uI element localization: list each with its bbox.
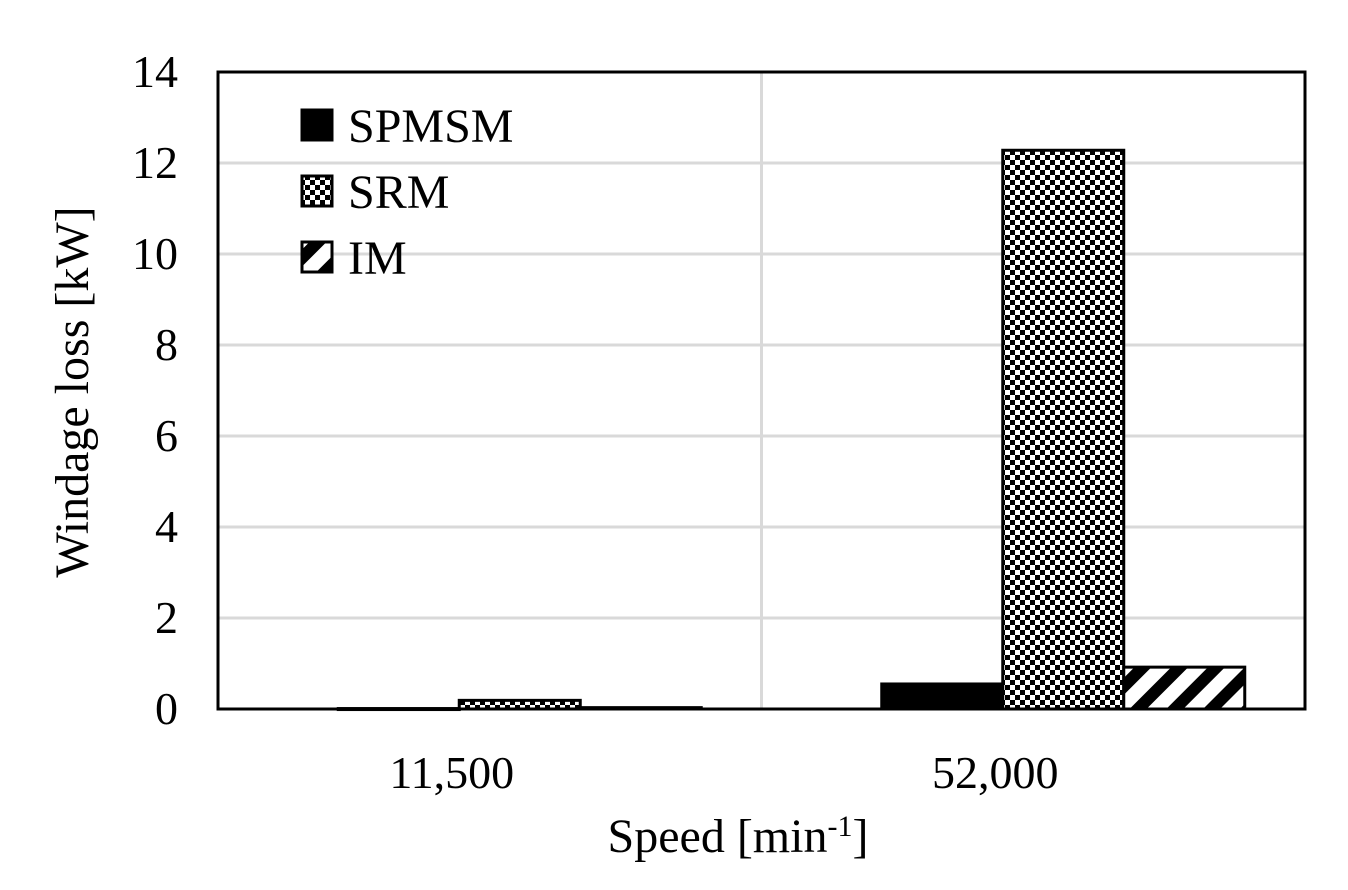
x-axis-title-superscript: -1: [827, 810, 852, 843]
x-axis-title-main: Speed [min: [608, 810, 828, 863]
x-tick-label: 52,000: [932, 747, 1059, 798]
y-tick-label: 6: [155, 410, 178, 461]
y-tick-labels: 0 2 4 6 8 10 12 14: [132, 46, 178, 734]
y-tick-label: 4: [155, 501, 178, 552]
legend-swatch-spmsm: [300, 108, 334, 142]
legend-swatch-im: [300, 240, 334, 274]
x-axis-title-suffix: ]: [852, 810, 868, 863]
y-axis-title: Windage loss [kW]: [46, 206, 99, 577]
legend-label-im: IM: [348, 232, 407, 285]
legend: SPMSM SRM IM: [300, 100, 513, 285]
grid-lines: [218, 72, 1305, 709]
bar-spmsm-1: [880, 682, 1005, 711]
y-tick-label: 2: [155, 592, 178, 643]
y-tick-label: 14: [132, 46, 178, 97]
plot-frame: [216, 70, 1307, 711]
x-tick-label: 11,500: [389, 747, 514, 798]
legend-label-spmsm: SPMSM: [348, 100, 513, 153]
y-tick-label: 10: [132, 228, 178, 279]
bar-im-1: [1122, 665, 1247, 711]
y-tick-label: 0: [155, 683, 178, 734]
bar-srm-1: [1001, 148, 1126, 711]
x-axis-title: Speed [min-1]: [608, 810, 869, 863]
x-tick-labels: 11,500 52,000: [389, 747, 1058, 798]
bars: [336, 148, 1247, 712]
y-tick-label: 12: [132, 137, 178, 188]
y-tick-label: 8: [155, 319, 178, 370]
legend-label-srm: SRM: [348, 166, 449, 219]
legend-swatch-srm: [300, 174, 334, 208]
